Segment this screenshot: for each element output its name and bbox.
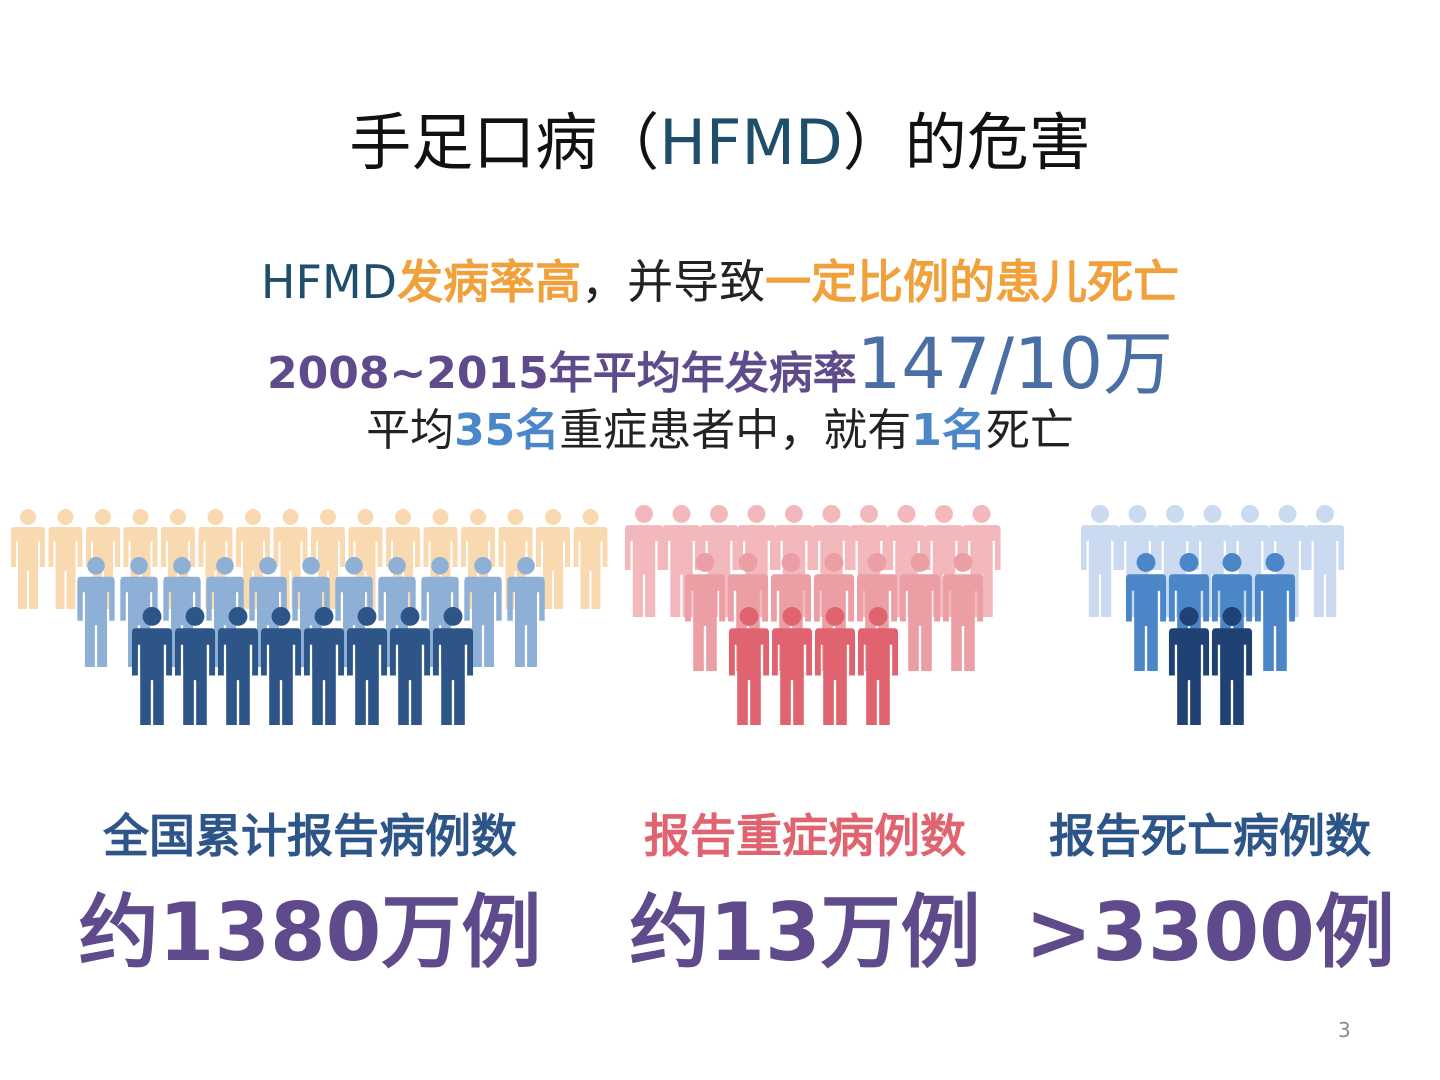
connector-text: ，并导致 (581, 255, 766, 309)
page-number: 3 (1338, 1018, 1351, 1042)
severe-text: 重症患者中，就有 (559, 405, 912, 456)
person-icon (303, 607, 345, 725)
person-icon (507, 557, 545, 667)
person-icon (1168, 607, 1210, 725)
person-icon (77, 557, 115, 667)
title-accent: HFMD (659, 106, 843, 179)
total-cases-value: 约1380万例 (78, 886, 542, 979)
person-icon (728, 607, 770, 725)
death-cases-stat: 报告死亡病例数 >3300例 (1020, 800, 1400, 984)
severe-cases-stat: 报告重症病例数 约13万例 (610, 800, 1000, 984)
person-icon (684, 553, 726, 671)
person-icon (899, 553, 941, 671)
death-text: 死亡 (985, 405, 1074, 456)
person-icon (1305, 505, 1345, 617)
person-icon (217, 607, 259, 725)
person-icon (11, 509, 45, 609)
person-icon (174, 607, 216, 725)
person-icon (1254, 553, 1296, 671)
hfmd-label: HFMD (260, 255, 398, 309)
incidence-rate-value: 147/10万 (856, 323, 1174, 405)
mortality-statement: 平均35名重症患者中，就有1名死亡 (0, 394, 1440, 458)
severe-cases-value: 约13万例 (629, 886, 981, 979)
death-cases-label: 报告死亡病例数 (1049, 809, 1371, 863)
person-icon (48, 509, 83, 609)
high-incidence-text: 发病率高 (397, 255, 582, 309)
average-incidence-statement: 2008~2015年平均年发病率147/10万 (0, 308, 1440, 409)
person-icon (389, 607, 431, 725)
death-proportion-text: 一定比例的患儿死亡 (765, 255, 1180, 309)
death-count: 1名 (911, 405, 986, 456)
slide-title: 手足口病（HFMD）的危害 (0, 92, 1440, 182)
avg-text: 平均 (366, 405, 455, 456)
person-icon (1080, 505, 1120, 617)
person-icon (771, 607, 813, 725)
title-prefix: 手足口病（ (349, 106, 660, 179)
death-cases-value: >3300例 (1025, 886, 1395, 979)
person-icon (1125, 553, 1167, 671)
person-icon (346, 607, 388, 725)
person-icon (573, 509, 608, 609)
person-icon (624, 505, 664, 617)
incidence-statement: HFMD发病率高，并导致一定比例的患儿死亡 (0, 246, 1440, 312)
person-icon (260, 607, 302, 725)
person-icon (131, 607, 173, 725)
severe-count: 35名 (454, 405, 560, 456)
person-icon (814, 607, 856, 725)
person-icon (942, 553, 984, 671)
total-cases-stat: 全国累计报告病例数 约1380万例 (70, 800, 550, 984)
severe-cases-label: 报告重症病例数 (644, 809, 966, 863)
title-suffix: ）的危害 (842, 106, 1091, 179)
period-label: 2008~2015年平均年发病率 (266, 348, 857, 399)
total-cases-label: 全国累计报告病例数 (103, 809, 517, 863)
person-icon (432, 607, 474, 725)
people-figures (11, 505, 1345, 725)
person-icon (464, 557, 502, 667)
person-icon (662, 505, 701, 617)
person-icon (1211, 607, 1253, 725)
person-icon (857, 607, 899, 725)
